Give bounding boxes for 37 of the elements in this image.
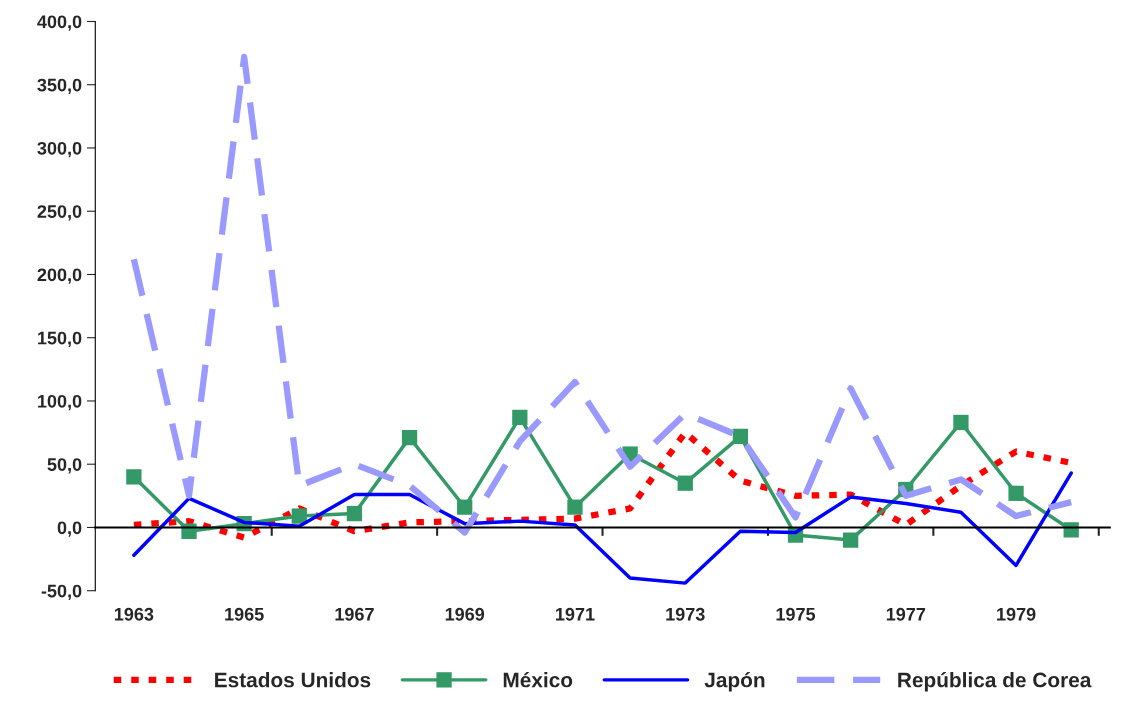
legend-label: Japón [704,671,765,692]
legend-label: República de Corea [898,671,1092,692]
x-tick-label: 1975 [776,607,816,621]
legend-label: Estados Unidos [215,672,371,688]
point [1063,522,1079,538]
point [457,499,473,515]
x-tick-label: 1963 [114,607,154,621]
y-tick-label: 250,0 [37,205,82,221]
line-series [132,471,1073,585]
y-tick-label: 0,0 [57,521,82,537]
y-tick-label: -50,0 [41,584,82,601]
legend-label: México [503,671,573,688]
y-tick-label: 400,0 [37,15,82,31]
point [512,409,528,426]
point [401,430,418,446]
point [677,475,693,491]
y-tick-label: 100,0 [38,394,82,411]
x-tick-label: 1967 [335,607,374,621]
x-tick-label: 1973 [666,607,705,621]
y-tick-label: 200,0 [37,268,82,284]
point [126,469,142,485]
y-tick-label: 150,0 [38,331,82,348]
point [732,428,749,445]
y-tick-label: 300,0 [37,141,82,158]
x-tick-label: 1971 [556,607,595,621]
point [567,499,583,515]
point [843,532,859,548]
x-tick-label: 1979 [997,607,1036,621]
x-tick-label: 1977 [886,607,926,621]
point [1008,485,1024,501]
x-tick-label: 1965 [225,607,264,621]
y-tick-label: 50,0 [47,458,82,474]
point [291,508,307,524]
x-tick-label: 1969 [445,607,485,621]
y-tick-label: 350,0 [37,78,82,95]
point [953,414,969,431]
point [346,505,363,522]
